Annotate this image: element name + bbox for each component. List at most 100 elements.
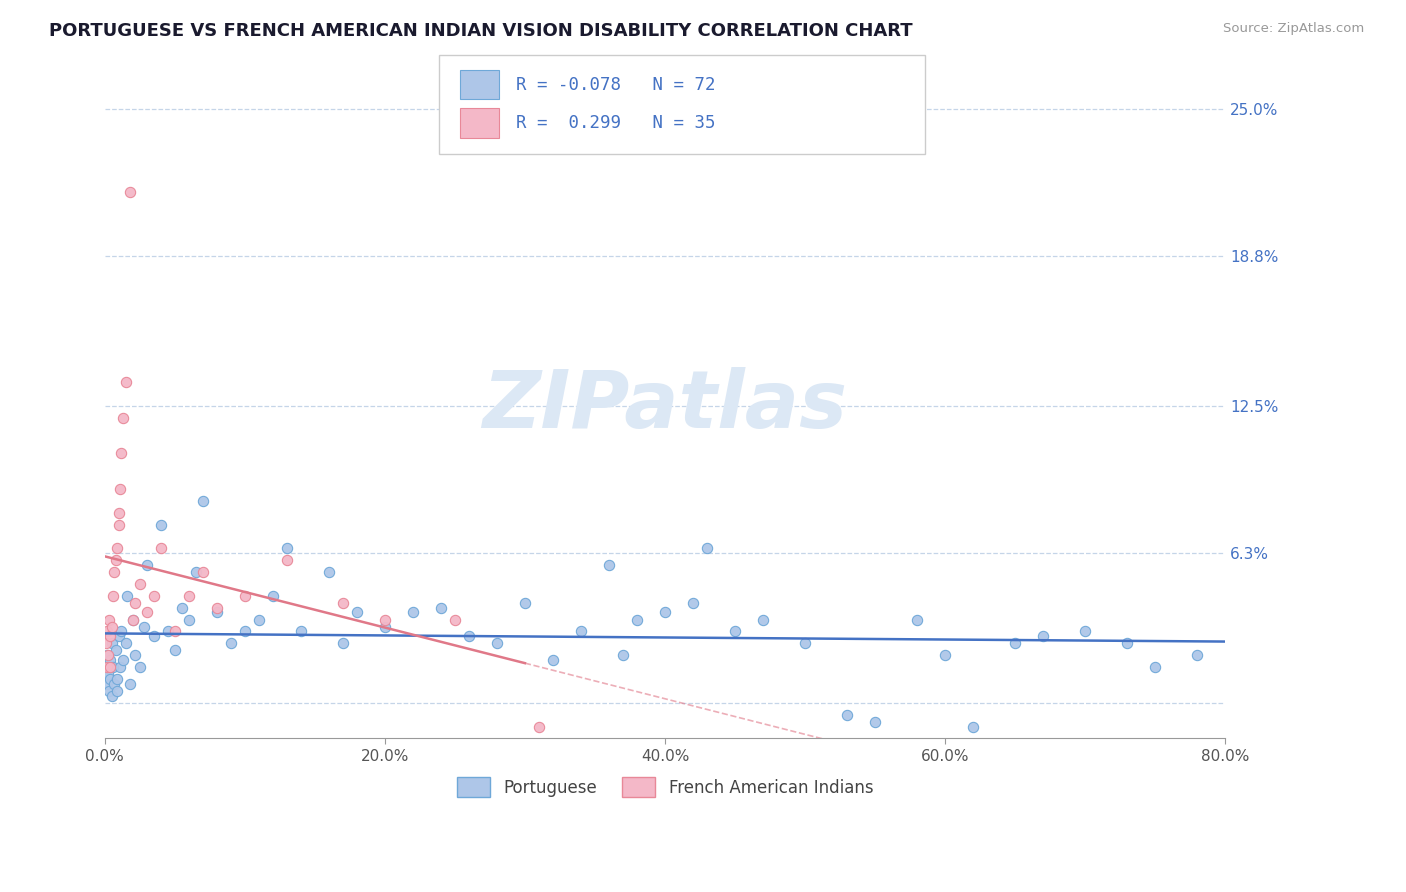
Point bbox=[513, 596, 536, 610]
Point bbox=[110, 624, 132, 639]
Point bbox=[121, 613, 143, 627]
Point bbox=[98, 653, 121, 667]
Text: R = -0.078   N = 72: R = -0.078 N = 72 bbox=[516, 76, 716, 94]
Point bbox=[163, 643, 186, 657]
Point bbox=[332, 636, 354, 650]
Point bbox=[276, 541, 298, 556]
Point bbox=[97, 648, 120, 663]
Point bbox=[118, 677, 141, 691]
Point bbox=[104, 553, 127, 567]
Point bbox=[626, 613, 648, 627]
Point bbox=[1144, 660, 1167, 674]
Point bbox=[97, 613, 120, 627]
Point bbox=[905, 613, 928, 627]
Point bbox=[184, 565, 207, 579]
Point bbox=[142, 629, 165, 643]
Point bbox=[177, 589, 200, 603]
Point bbox=[96, 677, 118, 691]
Point bbox=[101, 589, 124, 603]
Point bbox=[124, 596, 146, 610]
Point bbox=[457, 629, 479, 643]
Point bbox=[107, 517, 129, 532]
Point bbox=[247, 613, 270, 627]
Point bbox=[135, 558, 157, 572]
Point bbox=[934, 648, 956, 663]
Point bbox=[94, 636, 117, 650]
Point bbox=[1074, 624, 1097, 639]
Point bbox=[233, 589, 256, 603]
Point bbox=[104, 643, 127, 657]
Point bbox=[598, 558, 620, 572]
Point bbox=[132, 620, 155, 634]
Point bbox=[103, 677, 125, 691]
Point bbox=[752, 613, 775, 627]
Point bbox=[98, 672, 121, 686]
Point bbox=[290, 624, 312, 639]
Point bbox=[962, 720, 984, 734]
Point bbox=[191, 493, 214, 508]
Point bbox=[121, 613, 143, 627]
Point bbox=[96, 648, 118, 663]
Point bbox=[205, 606, 228, 620]
Point bbox=[170, 600, 193, 615]
Point bbox=[107, 629, 129, 643]
Point bbox=[276, 553, 298, 567]
Legend: Portuguese, French American Indians: Portuguese, French American Indians bbox=[450, 771, 880, 804]
Point bbox=[149, 517, 172, 532]
Point bbox=[108, 660, 131, 674]
Point bbox=[105, 684, 128, 698]
Point bbox=[527, 720, 550, 734]
Point bbox=[374, 620, 396, 634]
Point bbox=[124, 648, 146, 663]
Point bbox=[682, 596, 704, 610]
Point bbox=[332, 596, 354, 610]
Point bbox=[114, 636, 136, 650]
Point bbox=[696, 541, 718, 556]
Point bbox=[114, 375, 136, 389]
Point bbox=[1004, 636, 1026, 650]
Point bbox=[100, 620, 122, 634]
Point bbox=[1032, 629, 1054, 643]
Point bbox=[835, 707, 858, 722]
Point bbox=[318, 565, 340, 579]
Point bbox=[108, 482, 131, 496]
Point bbox=[118, 185, 141, 199]
Point bbox=[100, 689, 122, 703]
Point bbox=[541, 653, 564, 667]
Point bbox=[105, 672, 128, 686]
Point bbox=[97, 684, 120, 698]
Point bbox=[1116, 636, 1139, 650]
Point bbox=[94, 660, 117, 674]
Text: R =  0.299   N = 35: R = 0.299 N = 35 bbox=[516, 114, 716, 132]
Point bbox=[135, 606, 157, 620]
Point bbox=[96, 624, 118, 639]
Point bbox=[111, 410, 134, 425]
Point bbox=[191, 565, 214, 579]
Point bbox=[98, 629, 121, 643]
Point bbox=[1187, 648, 1209, 663]
Point bbox=[262, 589, 284, 603]
Point bbox=[163, 624, 186, 639]
Point bbox=[142, 589, 165, 603]
Point bbox=[485, 636, 508, 650]
Point bbox=[346, 606, 368, 620]
Point bbox=[177, 613, 200, 627]
Point bbox=[98, 660, 121, 674]
Point bbox=[205, 600, 228, 615]
Point bbox=[430, 600, 453, 615]
Text: ZIPatlas: ZIPatlas bbox=[482, 367, 848, 445]
Point bbox=[794, 636, 817, 650]
Point bbox=[105, 541, 128, 556]
Point bbox=[128, 577, 150, 591]
Point bbox=[402, 606, 425, 620]
Point bbox=[612, 648, 634, 663]
Point bbox=[101, 660, 124, 674]
Point bbox=[103, 565, 125, 579]
Point bbox=[569, 624, 592, 639]
Text: Source: ZipAtlas.com: Source: ZipAtlas.com bbox=[1223, 22, 1364, 36]
Point bbox=[115, 589, 138, 603]
Point bbox=[107, 506, 129, 520]
Point bbox=[96, 660, 118, 674]
Point bbox=[654, 606, 676, 620]
Point bbox=[863, 714, 886, 729]
